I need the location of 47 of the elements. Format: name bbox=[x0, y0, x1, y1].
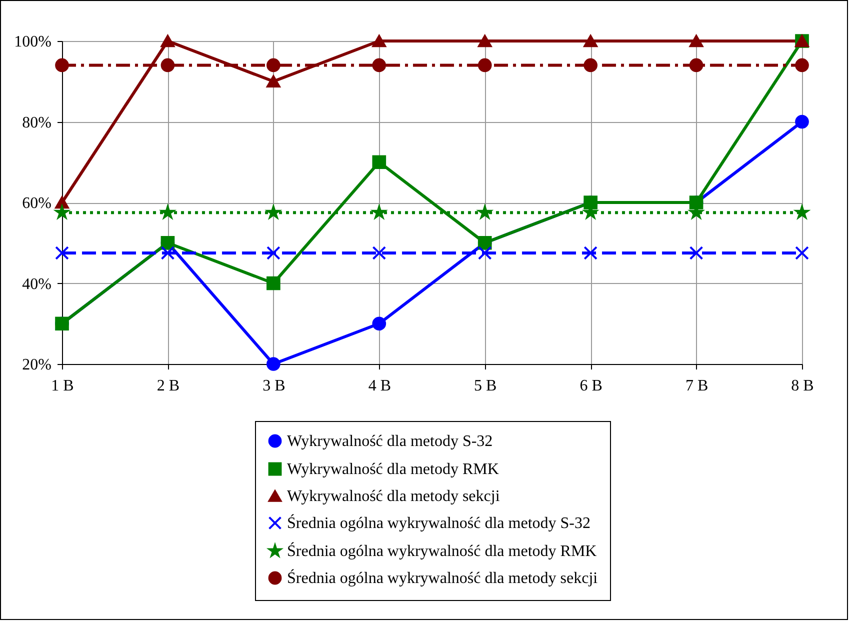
x-tick-label: 7 B bbox=[685, 378, 708, 394]
legend-label: Średnia ogólna wykrywalność dla metody S-32 bbox=[287, 514, 590, 532]
point bbox=[160, 246, 175, 260]
point bbox=[266, 75, 280, 88]
point bbox=[689, 246, 704, 260]
point bbox=[55, 58, 69, 72]
x-tick-label: 8 B bbox=[791, 378, 814, 394]
point bbox=[584, 34, 598, 48]
point bbox=[266, 357, 280, 371]
y-tick-label: 100% bbox=[14, 34, 52, 50]
x-tick-label: 3 B bbox=[262, 378, 286, 394]
point bbox=[689, 34, 704, 48]
point bbox=[478, 58, 492, 72]
point bbox=[160, 34, 175, 48]
point bbox=[266, 246, 280, 260]
y-tick-label: 20% bbox=[22, 356, 52, 374]
point bbox=[478, 246, 492, 260]
point bbox=[372, 58, 386, 72]
y-tick-label: 80% bbox=[22, 114, 52, 132]
point bbox=[795, 114, 809, 129]
point bbox=[372, 316, 386, 331]
legend-label: Wykrywalność dla metody RMK bbox=[287, 461, 500, 478]
point bbox=[584, 58, 598, 72]
point bbox=[372, 246, 386, 260]
point bbox=[795, 246, 809, 260]
point bbox=[795, 58, 809, 72]
point bbox=[372, 155, 386, 170]
point bbox=[478, 34, 492, 48]
point bbox=[266, 276, 280, 290]
point bbox=[55, 196, 69, 209]
legend-label: Średnia ogólna wykrywalność dla metody sekcji bbox=[287, 569, 598, 587]
x-tick-label: 4 B bbox=[368, 378, 391, 394]
x-tick-label: 2 B bbox=[156, 378, 180, 394]
x-tick-label: 6 B bbox=[580, 378, 602, 394]
legend-label: Wykrywalność dla metody sekcji bbox=[287, 488, 500, 505]
x-tick-label: 5 B bbox=[474, 378, 497, 394]
point bbox=[55, 246, 69, 260]
point bbox=[160, 58, 175, 72]
x-tick-label: 1 B bbox=[51, 378, 74, 394]
point bbox=[372, 34, 386, 48]
point bbox=[689, 58, 704, 72]
y-tick-label: 60% bbox=[22, 195, 52, 212]
legend-label: Średnia ogólna wykrywalność dla metody RMK bbox=[287, 542, 598, 560]
y-tick-label: 40% bbox=[22, 276, 52, 293]
point bbox=[266, 58, 280, 72]
point bbox=[584, 246, 598, 260]
legend-label: Wykrywalność dla metody S-32 bbox=[287, 433, 493, 450]
